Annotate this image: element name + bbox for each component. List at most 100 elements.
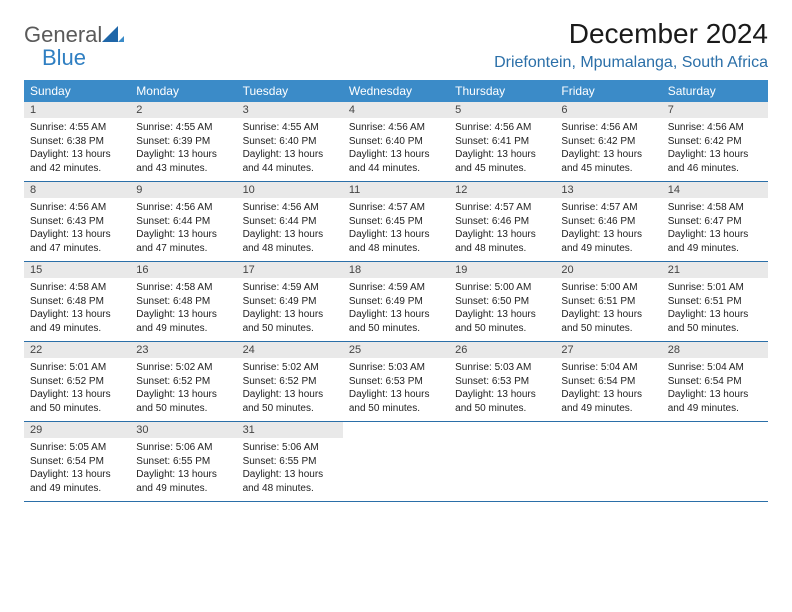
day-body: Sunrise: 4:56 AMSunset: 6:42 PMDaylight:… [555, 118, 661, 181]
sunrise-text: Sunrise: 5:00 AM [455, 281, 549, 295]
daylight-line-2: and 48 minutes. [243, 242, 337, 256]
sunset-text: Sunset: 6:49 PM [243, 295, 337, 309]
daylight-line-1: Daylight: 13 hours [243, 148, 337, 162]
daylight-line-1: Daylight: 13 hours [243, 308, 337, 322]
day-number: 12 [449, 182, 555, 198]
day-number: 1 [24, 102, 130, 118]
day-cell: 20Sunrise: 5:00 AMSunset: 6:51 PMDayligh… [555, 262, 661, 341]
week-row: 29Sunrise: 5:05 AMSunset: 6:54 PMDayligh… [24, 422, 768, 502]
daylight-line-1: Daylight: 13 hours [349, 388, 443, 402]
day-body: Sunrise: 4:59 AMSunset: 6:49 PMDaylight:… [343, 278, 449, 341]
day-cell: 2Sunrise: 4:55 AMSunset: 6:39 PMDaylight… [130, 102, 236, 181]
daylight-line-2: and 50 minutes. [455, 402, 549, 416]
sunrise-text: Sunrise: 4:58 AM [136, 281, 230, 295]
daylight-line-1: Daylight: 13 hours [455, 388, 549, 402]
day-number: 27 [555, 342, 661, 358]
day-body: Sunrise: 5:01 AMSunset: 6:51 PMDaylight:… [662, 278, 768, 341]
day-cell: 4Sunrise: 4:56 AMSunset: 6:40 PMDaylight… [343, 102, 449, 181]
daylight-line-2: and 45 minutes. [455, 162, 549, 176]
day-cell: 14Sunrise: 4:58 AMSunset: 6:47 PMDayligh… [662, 182, 768, 261]
daylight-line-2: and 47 minutes. [136, 242, 230, 256]
day-number: 15 [24, 262, 130, 278]
day-body: Sunrise: 4:55 AMSunset: 6:38 PMDaylight:… [24, 118, 130, 181]
day-body: Sunrise: 4:55 AMSunset: 6:39 PMDaylight:… [130, 118, 236, 181]
day-body: Sunrise: 5:00 AMSunset: 6:50 PMDaylight:… [449, 278, 555, 341]
day-cell: 8Sunrise: 4:56 AMSunset: 6:43 PMDaylight… [24, 182, 130, 261]
weekday-saturday: Saturday [662, 80, 768, 102]
sunset-text: Sunset: 6:44 PM [243, 215, 337, 229]
daylight-line-2: and 50 minutes. [243, 322, 337, 336]
daylight-line-1: Daylight: 13 hours [455, 148, 549, 162]
day-number: 3 [237, 102, 343, 118]
day-cell: 23Sunrise: 5:02 AMSunset: 6:52 PMDayligh… [130, 342, 236, 421]
sunset-text: Sunset: 6:43 PM [30, 215, 124, 229]
logo-blue: Blue [24, 45, 86, 70]
daylight-line-1: Daylight: 13 hours [136, 308, 230, 322]
day-cell: 3Sunrise: 4:55 AMSunset: 6:40 PMDaylight… [237, 102, 343, 181]
daylight-line-1: Daylight: 13 hours [243, 228, 337, 242]
sunset-text: Sunset: 6:53 PM [455, 375, 549, 389]
daylight-line-2: and 44 minutes. [349, 162, 443, 176]
daylight-line-1: Daylight: 13 hours [349, 228, 443, 242]
header: General Blue December 2024 Driefontein, … [24, 18, 768, 72]
day-cell [555, 422, 661, 501]
sunrise-text: Sunrise: 4:55 AM [243, 121, 337, 135]
daylight-line-1: Daylight: 13 hours [668, 228, 762, 242]
day-body: Sunrise: 5:04 AMSunset: 6:54 PMDaylight:… [662, 358, 768, 421]
sunrise-text: Sunrise: 4:55 AM [30, 121, 124, 135]
sunset-text: Sunset: 6:55 PM [243, 455, 337, 469]
day-cell [449, 422, 555, 501]
day-body: Sunrise: 4:55 AMSunset: 6:40 PMDaylight:… [237, 118, 343, 181]
day-body: Sunrise: 5:06 AMSunset: 6:55 PMDaylight:… [237, 438, 343, 501]
sunrise-text: Sunrise: 5:02 AM [243, 361, 337, 375]
sunset-text: Sunset: 6:41 PM [455, 135, 549, 149]
day-cell: 29Sunrise: 5:05 AMSunset: 6:54 PMDayligh… [24, 422, 130, 501]
day-cell: 10Sunrise: 4:56 AMSunset: 6:44 PMDayligh… [237, 182, 343, 261]
sunset-text: Sunset: 6:44 PM [136, 215, 230, 229]
day-body: Sunrise: 4:56 AMSunset: 6:43 PMDaylight:… [24, 198, 130, 261]
daylight-line-2: and 43 minutes. [136, 162, 230, 176]
daylight-line-2: and 49 minutes. [668, 242, 762, 256]
weekday-friday: Friday [555, 80, 661, 102]
day-cell: 21Sunrise: 5:01 AMSunset: 6:51 PMDayligh… [662, 262, 768, 341]
daylight-line-2: and 48 minutes. [349, 242, 443, 256]
daylight-line-2: and 49 minutes. [668, 402, 762, 416]
sunrise-text: Sunrise: 4:56 AM [136, 201, 230, 215]
sunrise-text: Sunrise: 5:06 AM [243, 441, 337, 455]
day-body: Sunrise: 4:57 AMSunset: 6:46 PMDaylight:… [555, 198, 661, 261]
day-number: 28 [662, 342, 768, 358]
daylight-line-1: Daylight: 13 hours [30, 468, 124, 482]
sunrise-text: Sunrise: 4:56 AM [561, 121, 655, 135]
daylight-line-2: and 50 minutes. [349, 402, 443, 416]
day-body: Sunrise: 5:01 AMSunset: 6:52 PMDaylight:… [24, 358, 130, 421]
day-body: Sunrise: 5:00 AMSunset: 6:51 PMDaylight:… [555, 278, 661, 341]
sunrise-text: Sunrise: 4:57 AM [349, 201, 443, 215]
day-cell: 5Sunrise: 4:56 AMSunset: 6:41 PMDaylight… [449, 102, 555, 181]
sunrise-text: Sunrise: 5:01 AM [30, 361, 124, 375]
sunset-text: Sunset: 6:52 PM [30, 375, 124, 389]
sunset-text: Sunset: 6:42 PM [668, 135, 762, 149]
daylight-line-1: Daylight: 13 hours [30, 228, 124, 242]
day-cell: 24Sunrise: 5:02 AMSunset: 6:52 PMDayligh… [237, 342, 343, 421]
sunrise-text: Sunrise: 4:56 AM [349, 121, 443, 135]
week-row: 8Sunrise: 4:56 AMSunset: 6:43 PMDaylight… [24, 182, 768, 262]
sunset-text: Sunset: 6:52 PM [243, 375, 337, 389]
day-body: Sunrise: 5:06 AMSunset: 6:55 PMDaylight:… [130, 438, 236, 501]
daylight-line-2: and 45 minutes. [561, 162, 655, 176]
daylight-line-2: and 49 minutes. [561, 242, 655, 256]
daylight-line-2: and 50 minutes. [243, 402, 337, 416]
daylight-line-2: and 49 minutes. [561, 402, 655, 416]
daylight-line-1: Daylight: 13 hours [455, 228, 549, 242]
day-body: Sunrise: 5:03 AMSunset: 6:53 PMDaylight:… [343, 358, 449, 421]
sunset-text: Sunset: 6:50 PM [455, 295, 549, 309]
sunrise-text: Sunrise: 4:57 AM [455, 201, 549, 215]
day-number: 19 [449, 262, 555, 278]
weekday-thursday: Thursday [449, 80, 555, 102]
weeks-container: 1Sunrise: 4:55 AMSunset: 6:38 PMDaylight… [24, 102, 768, 502]
week-row: 22Sunrise: 5:01 AMSunset: 6:52 PMDayligh… [24, 342, 768, 422]
sunrise-text: Sunrise: 5:02 AM [136, 361, 230, 375]
day-body: Sunrise: 4:58 AMSunset: 6:48 PMDaylight:… [24, 278, 130, 341]
sunrise-text: Sunrise: 4:56 AM [455, 121, 549, 135]
day-number: 6 [555, 102, 661, 118]
daylight-line-2: and 50 minutes. [349, 322, 443, 336]
